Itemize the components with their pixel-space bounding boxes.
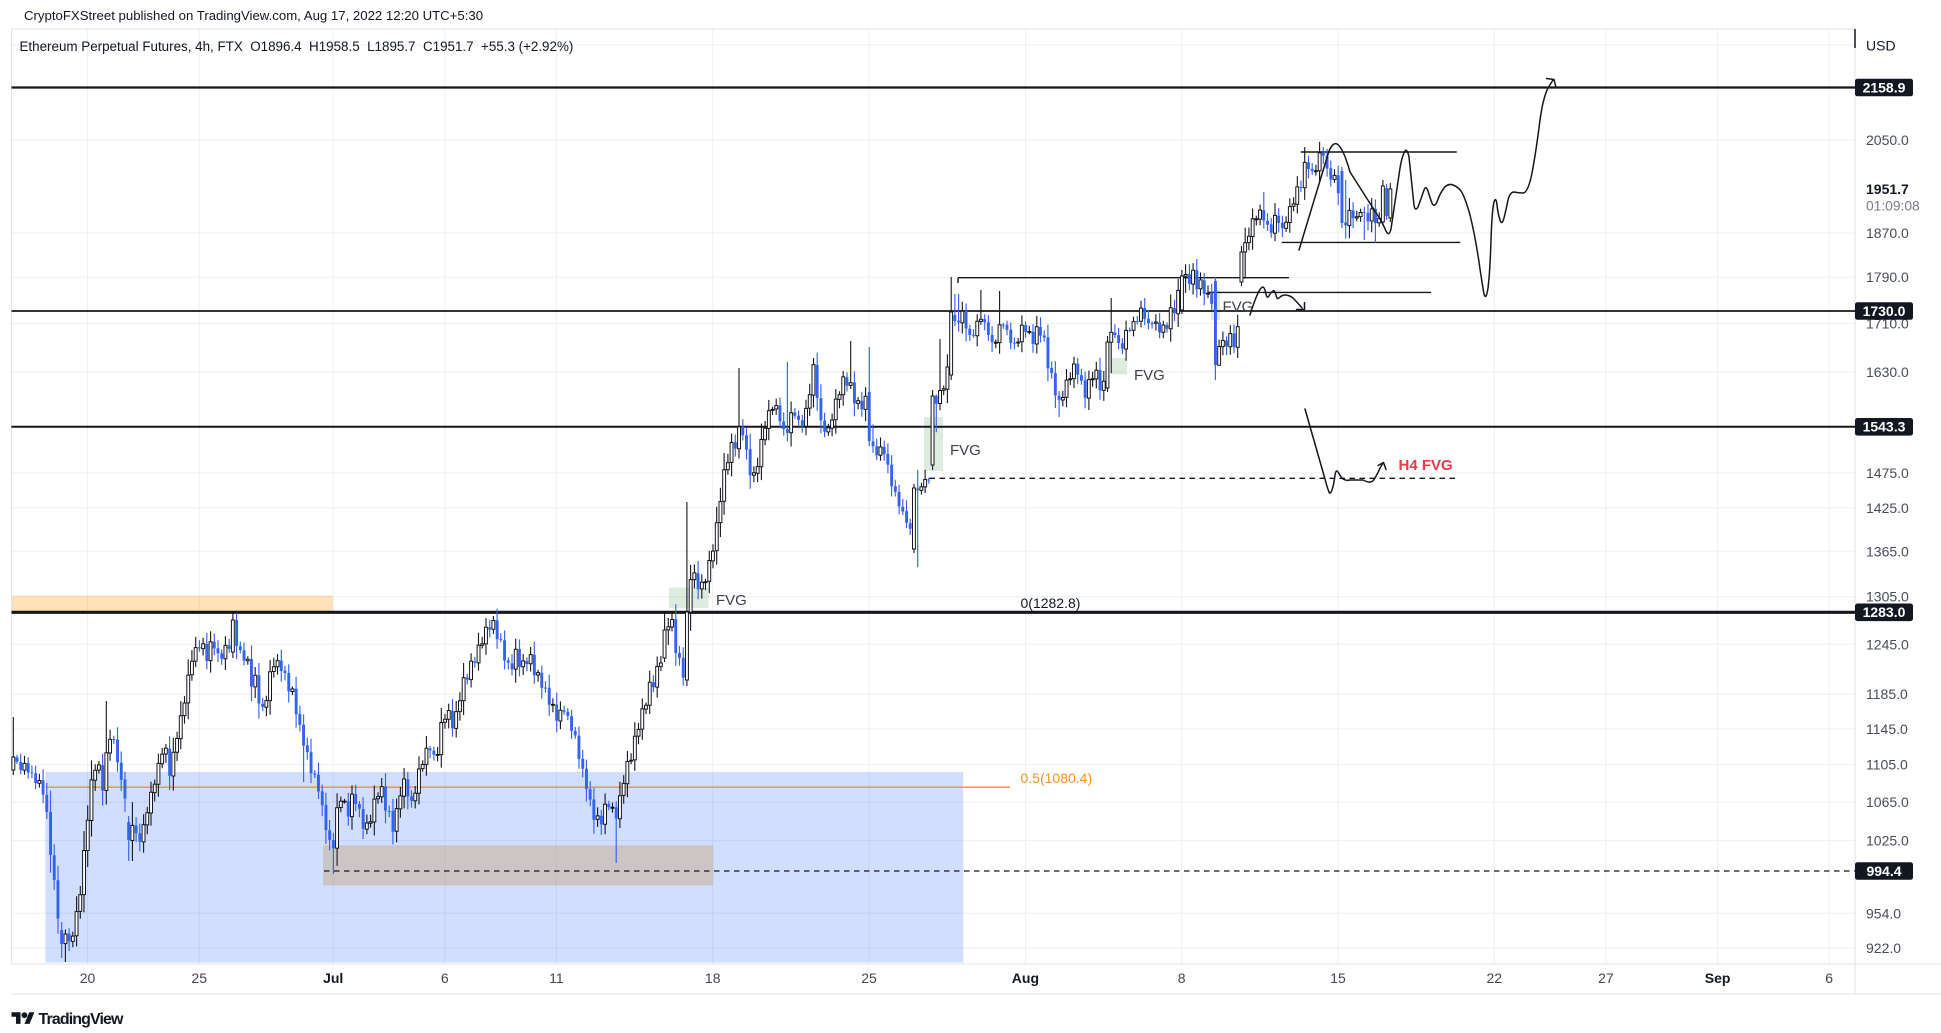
svg-text:20: 20: [80, 970, 96, 986]
svg-text:1870.0: 1870.0: [1866, 225, 1909, 241]
svg-text:1730.0: 1730.0: [1863, 303, 1906, 319]
svg-text:TradingView: TradingView: [39, 1011, 125, 1028]
svg-text:15: 15: [1330, 970, 1346, 986]
svg-text:CryptoFXStreet published on Tr: CryptoFXStreet published on TradingView.…: [24, 8, 483, 23]
svg-text:Jul: Jul: [323, 970, 343, 986]
svg-text:1105.0: 1105.0: [1866, 757, 1908, 773]
svg-text:FVG: FVG: [1223, 299, 1254, 316]
svg-text:22: 22: [1487, 970, 1503, 986]
svg-text:1951.7: 1951.7: [1866, 181, 1909, 197]
svg-text:1790.0: 1790.0: [1866, 269, 1909, 285]
svg-text:FVG: FVG: [716, 592, 747, 609]
svg-text:25: 25: [861, 970, 877, 986]
svg-text:1283.0: 1283.0: [1863, 604, 1906, 620]
svg-text:0(1282.8): 0(1282.8): [1021, 595, 1081, 611]
svg-text:6: 6: [441, 970, 449, 986]
svg-text:2050.0: 2050.0: [1866, 132, 1909, 148]
svg-text:Aug: Aug: [1012, 970, 1039, 986]
svg-text:18: 18: [705, 970, 721, 986]
svg-text:1245.0: 1245.0: [1866, 636, 1909, 652]
svg-text:1305.0: 1305.0: [1866, 589, 1909, 605]
svg-text:Ethereum Perpetual Futures, 4h: Ethereum Perpetual Futures, 4h, FTX O189…: [20, 39, 574, 54]
svg-text:FVG: FVG: [1134, 367, 1165, 384]
svg-text:6: 6: [1825, 970, 1833, 986]
svg-text:1425.0: 1425.0: [1866, 500, 1909, 516]
svg-text:1025.0: 1025.0: [1866, 833, 1909, 849]
svg-text:USD: USD: [1866, 38, 1896, 54]
svg-text:994.4: 994.4: [1866, 863, 1901, 879]
svg-text:1365.0: 1365.0: [1866, 543, 1909, 559]
svg-text:1145.0: 1145.0: [1866, 721, 1908, 737]
svg-text:1543.3: 1543.3: [1863, 419, 1906, 435]
svg-text:8: 8: [1178, 970, 1186, 986]
svg-text:11: 11: [549, 970, 564, 986]
svg-text:922.0: 922.0: [1866, 940, 1901, 956]
svg-text:1185.0: 1185.0: [1866, 686, 1908, 702]
svg-text:27: 27: [1598, 970, 1614, 986]
svg-text:1630.0: 1630.0: [1866, 364, 1909, 380]
svg-text:954.0: 954.0: [1866, 905, 1901, 921]
svg-text:H4 FVG: H4 FVG: [1399, 457, 1453, 474]
svg-text:25: 25: [191, 970, 207, 986]
svg-text:2158.9: 2158.9: [1863, 79, 1906, 95]
svg-text:1475.0: 1475.0: [1866, 465, 1909, 481]
svg-text:0.5(1080.4): 0.5(1080.4): [1021, 770, 1093, 786]
svg-text:1065.0: 1065.0: [1866, 794, 1909, 810]
svg-text:FVG: FVG: [950, 442, 981, 459]
svg-text:01:09:08: 01:09:08: [1866, 199, 1920, 214]
svg-text:Sep: Sep: [1705, 970, 1731, 986]
